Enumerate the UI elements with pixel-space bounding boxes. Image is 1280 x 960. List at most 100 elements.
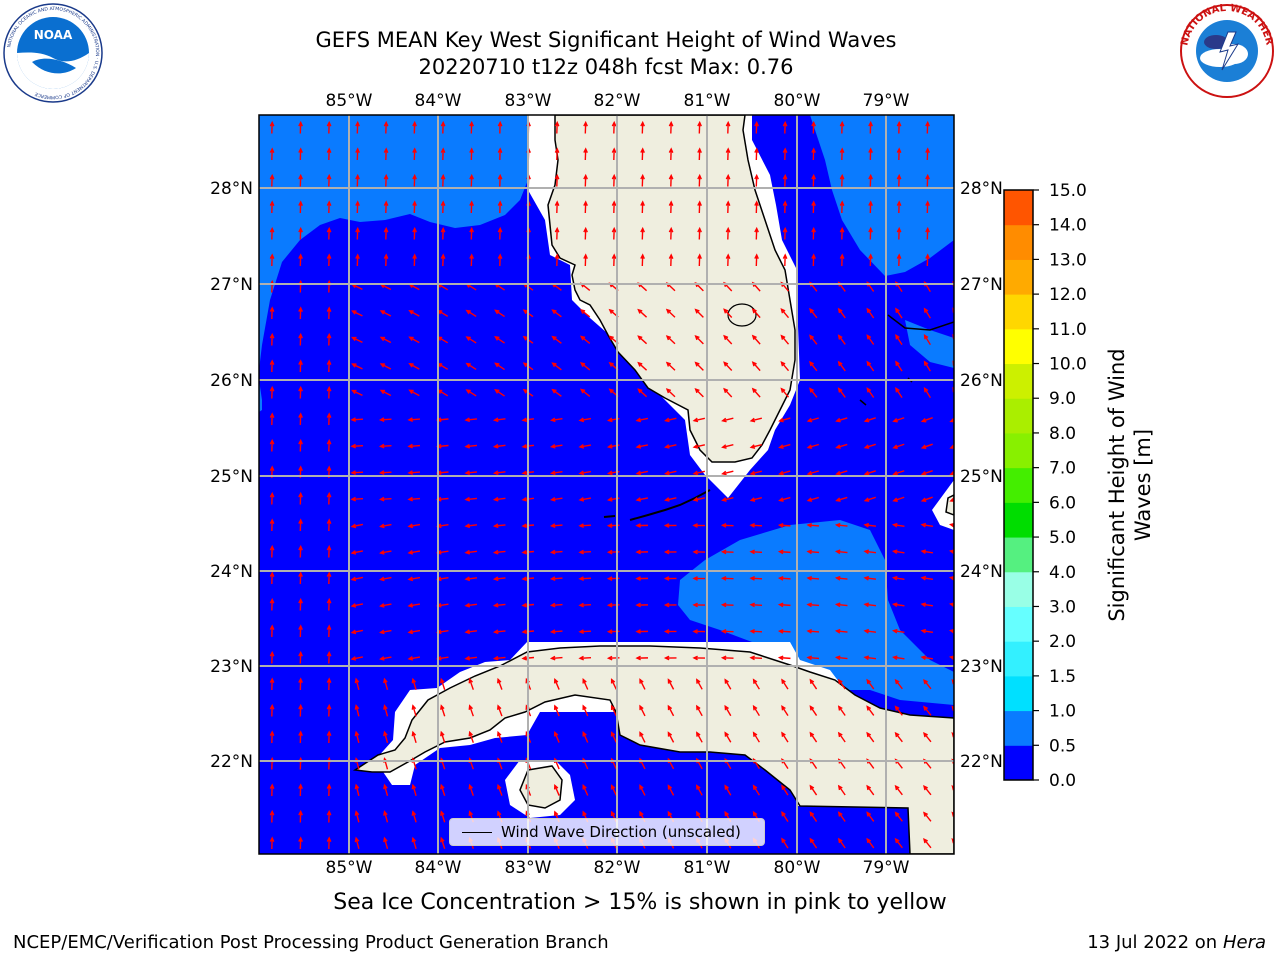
wave-direction-arrow: [780, 334, 790, 345]
noaa-logo-text: NOAA: [34, 28, 73, 42]
wave-direction-arrow: [497, 173, 503, 187]
colorbar-bin: [1004, 745, 1033, 781]
wave-direction-arrow: [866, 784, 875, 796]
wave-direction-arrow: [551, 388, 562, 397]
wave-direction-arrow: [383, 173, 389, 187]
wave-direction-arrow: [835, 496, 848, 502]
wave-direction-arrow: [269, 809, 275, 823]
wave-direction-arrow: [839, 147, 845, 161]
wave-direction-arrow: [412, 173, 417, 187]
lat-tick-label-right: 23°N: [960, 657, 1003, 677]
wave-direction-arrow: [811, 147, 816, 161]
wave-direction-arrow: [326, 147, 332, 161]
wave-direction-arrow: [469, 200, 474, 214]
colorbar-bin: [1004, 606, 1033, 642]
wave-direction-arrow: [724, 731, 732, 743]
wave-direction-arrow: [610, 731, 617, 743]
wave-direction-arrow: [326, 438, 332, 452]
wave-direction-arrow: [837, 307, 846, 319]
wave-direction-arrow: [866, 705, 875, 716]
colorbar-tick-label: 6.0: [1049, 493, 1076, 513]
wave-direction-arrow: [866, 731, 875, 743]
wave-direction-arrow: [925, 147, 930, 161]
wave-direction-arrow: [298, 491, 303, 505]
wave-direction-arrow: [953, 204, 954, 206]
wave-direction-arrow: [379, 363, 392, 370]
colorbar-bin: [1004, 571, 1033, 607]
wave-direction-arrow: [663, 523, 677, 528]
wave-direction-arrow: [834, 602, 848, 608]
wave-direction-arrow: [326, 226, 332, 240]
wave-direction-arrow: [407, 496, 421, 502]
wave-direction-arrow: [468, 730, 474, 743]
wave-direction-arrow: [720, 549, 734, 555]
wave-direction-arrow: [837, 387, 846, 398]
wave-direction-arrow: [694, 387, 704, 398]
colorbar-bin: [1004, 537, 1033, 573]
wave-direction-arrow: [464, 576, 478, 582]
wave-direction-arrow: [692, 655, 706, 661]
wave-direction-arrow: [298, 332, 303, 346]
wave-direction-arrow: [465, 309, 477, 318]
wave-direction-arrow: [639, 784, 646, 796]
wave-direction-arrow: [640, 253, 645, 267]
lon-tick-label-top: 85°W: [326, 91, 373, 111]
wave-direction-arrow: [465, 389, 477, 397]
wave-direction-arrow: [497, 783, 503, 796]
wave-direction-arrow: [407, 603, 421, 608]
wave-direction-arrow: [582, 678, 589, 690]
wave-direction-arrow: [269, 200, 275, 214]
wave-direction-arrow: [752, 731, 760, 743]
wave-direction-arrow: [298, 226, 303, 240]
wave-direction-arrow: [269, 173, 275, 187]
wave-direction-arrow: [411, 677, 417, 690]
wave-direction-arrow: [692, 629, 706, 634]
wave-direction-arrow: [354, 810, 360, 823]
wave-direction-arrow: [749, 655, 763, 661]
colorbar-bin: [1004, 502, 1033, 538]
wave-direction-arrow: [837, 705, 846, 716]
wave-direction-arrow: [464, 602, 478, 608]
wave-direction-arrow: [412, 147, 417, 161]
wave-direction-arrow: [806, 575, 820, 581]
wave-direction-arrow: [778, 496, 791, 502]
wave-direction-arrow: [725, 253, 731, 267]
wave-direction-arrow: [492, 443, 506, 449]
wave-direction-arrow: [440, 200, 446, 214]
florida-keys: [603, 489, 711, 521]
wave-direction-arrow: [464, 496, 478, 502]
wave-direction-arrow: [326, 730, 332, 744]
wave-direction-arrow: [440, 730, 446, 743]
colorbar-bin: [1004, 398, 1033, 434]
colorbar-bin: [1004, 363, 1033, 399]
wave-direction-arrow: [269, 677, 275, 691]
wave-direction-arrow: [809, 705, 818, 716]
wave-direction-arrow: [692, 444, 706, 449]
wave-direction-arrow: [777, 549, 791, 555]
wave-direction-arrow: [411, 810, 417, 823]
wave-direction-arrow: [578, 497, 592, 502]
wave-direction-arrow: [749, 602, 763, 608]
wave-direction-arrow: [894, 784, 903, 796]
wave-direction-arrow: [863, 575, 877, 581]
wave-direction-arrow: [326, 650, 332, 664]
sea-ice-note: Sea Ice Concentration > 15% is shown in …: [333, 890, 947, 915]
wave-direction-arrow: [923, 811, 932, 822]
wave-direction-arrow: [554, 147, 560, 161]
wave-direction-arrow: [354, 836, 360, 850]
wave-direction-arrow: [663, 549, 677, 555]
wave-direction-arrow: [811, 173, 816, 187]
wave-direction-arrow: [920, 470, 933, 476]
wave-direction-arrow: [468, 783, 474, 796]
colorbar-bin: [1004, 294, 1033, 330]
wave-direction-arrow: [863, 417, 876, 423]
colorbar-label: Significant Height of Wind Waves [m]: [1105, 348, 1155, 622]
wave-direction-arrow: [412, 200, 417, 214]
wave-direction-arrow: [782, 120, 788, 134]
wave-direction-arrow: [497, 730, 503, 743]
wave-direction-arrow: [640, 226, 645, 240]
wave-direction-arrow: [298, 147, 303, 161]
wave-direction-arrow: [923, 360, 931, 372]
colorbar-tick-label: 0.0: [1049, 771, 1076, 791]
colorbar-bin: [1004, 432, 1033, 469]
